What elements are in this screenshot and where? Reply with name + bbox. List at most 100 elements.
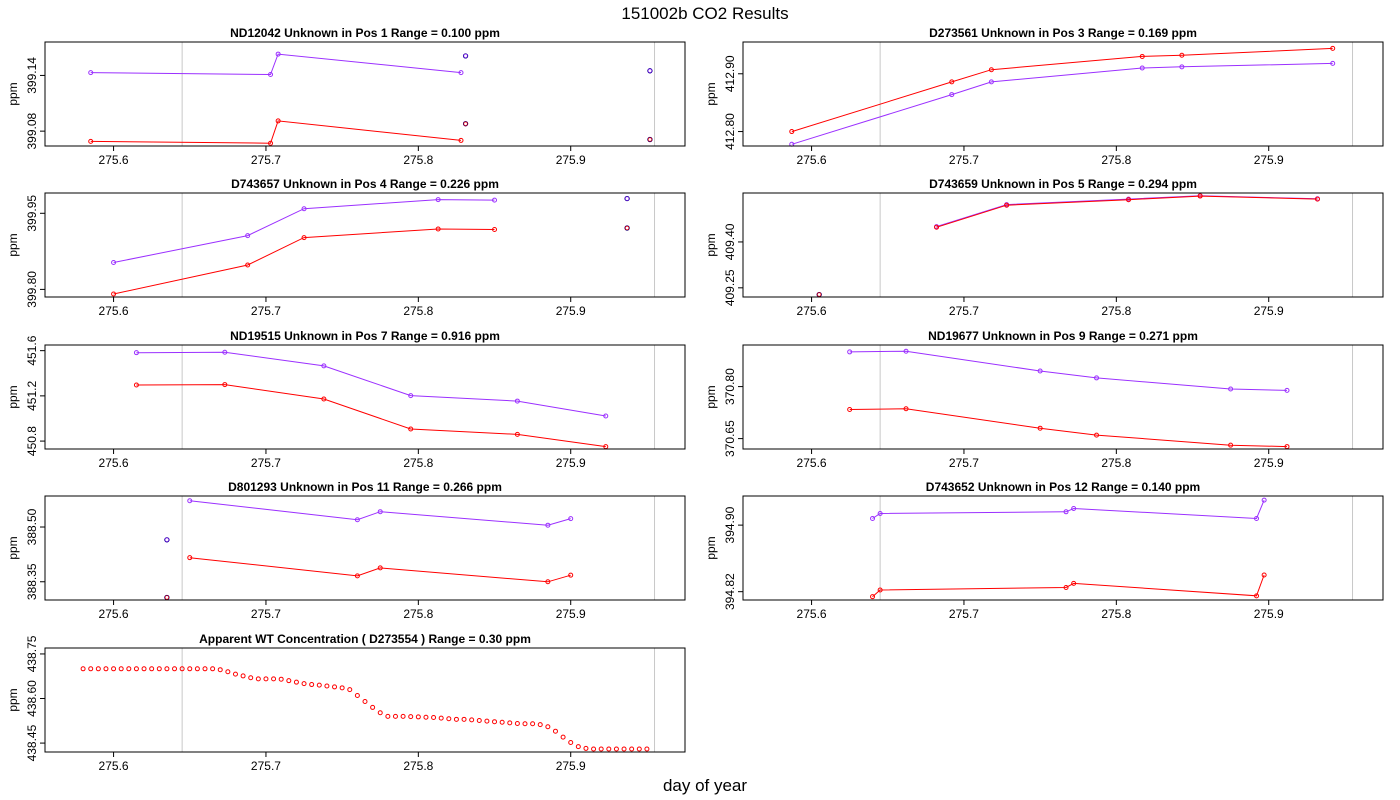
plot-frame (44, 41, 686, 147)
isolated-point-outline (647, 68, 653, 74)
y-tick-label: 409.40 (723, 223, 737, 260)
y-tick-label: 399.08 (25, 112, 39, 149)
panel-title: Apparent WT Concentration ( D273554 ) Ra… (199, 632, 531, 646)
data-point (111, 291, 117, 297)
x-tick-label: 275.8 (403, 759, 433, 773)
panel-title: D273561 Unknown in Pos 3 Range = 0.169 p… (929, 26, 1197, 40)
data-point (103, 666, 109, 672)
data-point (187, 666, 193, 672)
data-point (458, 137, 464, 143)
isolated-point (462, 53, 469, 59)
data-point (275, 118, 281, 124)
y-tick-label: 394.82 (723, 573, 737, 610)
x-tick-label: 275.6 (797, 304, 827, 318)
data-point (644, 746, 650, 752)
data-point (877, 510, 883, 516)
data-point (118, 666, 124, 672)
plot-frame (44, 344, 686, 450)
data-point (438, 715, 444, 721)
data-point (598, 746, 604, 752)
data-point (354, 573, 360, 579)
data-point (271, 676, 277, 682)
data-point (870, 594, 876, 600)
x-tick-label: 275.8 (403, 607, 433, 621)
y-axis-label: ppm (6, 82, 20, 105)
data-point (278, 676, 284, 682)
y-axis-label: ppm (6, 233, 20, 256)
x-tick-label: 275.7 (949, 607, 979, 621)
data-point (1071, 580, 1077, 586)
data-point (603, 413, 609, 419)
x-tick-label: 275.8 (1101, 607, 1131, 621)
series-line-purple (189, 500, 571, 526)
data-point (1139, 53, 1145, 59)
series-line-red (136, 384, 606, 448)
data-point (187, 498, 193, 504)
data-point (514, 720, 520, 726)
panel-9: Apparent WT Concentration ( D273554 ) Ra… (6, 632, 686, 773)
y-axis-label: ppm (6, 688, 20, 711)
data-point (354, 517, 360, 523)
x-tick-label: 275.7 (949, 304, 979, 318)
data-point (847, 406, 853, 412)
panel-title: D743657 Unknown in Pos 4 Range = 0.226 p… (231, 177, 499, 191)
isolated-point (647, 68, 653, 74)
x-tick-label: 275.8 (1101, 153, 1131, 167)
data-point (575, 744, 581, 750)
panel-5: ND19515 Unknown in Pos 7 Range = 0.916 p… (6, 329, 686, 470)
data-point (88, 70, 94, 76)
y-tick-label: 388.50 (25, 508, 39, 545)
panel-6: ND19677 Unknown in Pos 9 Range = 0.271 p… (704, 329, 1384, 470)
data-point (385, 713, 391, 719)
x-tick-label: 275.7 (949, 456, 979, 470)
panel-8: D743652 Unknown in Pos 12 Range = 0.140 … (704, 480, 1384, 621)
panel-title: D743652 Unknown in Pos 12 Range = 0.140 … (926, 480, 1200, 494)
data-point (453, 716, 459, 722)
data-point (877, 587, 883, 593)
data-point (435, 226, 441, 232)
data-point (522, 721, 528, 727)
data-point (583, 745, 589, 751)
x-tick-label: 275.8 (1101, 304, 1131, 318)
data-point (408, 393, 414, 399)
x-tick-label: 275.9 (556, 759, 586, 773)
data-point (514, 431, 520, 437)
y-tick-label: 399.80 (25, 271, 39, 308)
data-point (321, 363, 327, 369)
data-point (347, 687, 353, 693)
x-tick-label: 275.9 (1254, 456, 1284, 470)
panel-title: ND19677 Unknown in Pos 9 Range = 0.271 p… (928, 329, 1198, 343)
y-tick-label: 451.2 (25, 381, 39, 411)
data-point (321, 396, 327, 402)
x-tick-label: 275.9 (556, 607, 586, 621)
panel-2: D273561 Unknown in Pos 3 Range = 0.169 p… (704, 26, 1384, 167)
data-point (222, 382, 228, 388)
y-tick-label: 451.6 (25, 335, 39, 365)
isolated-point (816, 291, 822, 298)
y-tick-label: 399.14 (25, 57, 39, 94)
y-tick-label: 399.95 (25, 195, 39, 232)
series-line-purple (791, 62, 1333, 145)
data-point (377, 710, 383, 716)
y-tick-label: 438.60 (25, 680, 39, 717)
data-point (232, 671, 238, 677)
data-point (988, 79, 994, 85)
x-tick-label: 275.9 (556, 456, 586, 470)
x-tick-label: 275.7 (949, 153, 979, 167)
data-point (133, 382, 139, 388)
data-point (552, 728, 558, 734)
isolated-point (624, 195, 630, 202)
series-line-purple (90, 53, 462, 76)
data-point (339, 685, 345, 691)
data-point (245, 233, 251, 239)
plot-frame (742, 41, 1384, 147)
data-point (1254, 515, 1260, 521)
panels: ND12042 Unknown in Pos 1 Range = 0.100 p… (6, 26, 1384, 773)
data-point (301, 681, 307, 687)
data-point (1254, 593, 1260, 599)
data-point (392, 713, 398, 719)
y-axis-label: ppm (704, 536, 718, 559)
series-line-red (189, 557, 571, 583)
data-point (560, 734, 566, 740)
data-point (408, 426, 414, 432)
